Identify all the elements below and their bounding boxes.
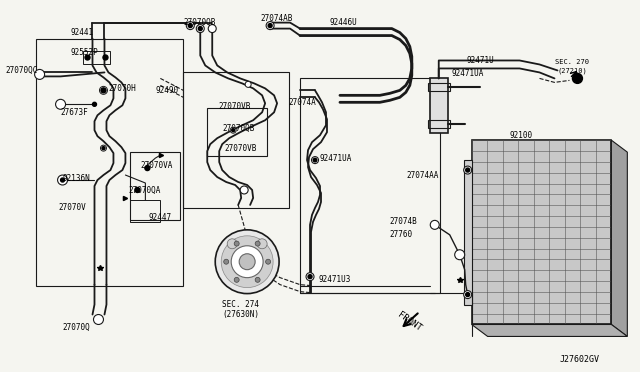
Text: (27210): (27210) [557,67,588,74]
Bar [83,51,111,64]
Circle shape [186,22,195,30]
Text: 27070QB: 27070QB [183,18,216,27]
Text: 27070QA: 27070QA [129,186,161,195]
Circle shape [255,278,260,282]
Text: 27070QB: 27070QB [222,124,255,133]
Text: 92490: 92490 [156,86,179,95]
Bar [472,140,611,324]
Circle shape [93,102,97,106]
Text: 92471U: 92471U [467,56,495,65]
Bar [428,83,450,92]
Text: 92100: 92100 [509,131,532,140]
Circle shape [234,241,239,246]
Circle shape [103,55,108,60]
Bar [183,73,289,208]
Circle shape [208,25,216,33]
Text: 27760: 27760 [390,230,413,239]
Circle shape [464,291,472,299]
Circle shape [572,73,582,83]
Circle shape [101,88,106,93]
Circle shape [56,99,65,109]
Circle shape [145,166,150,170]
Circle shape [99,86,108,94]
Bar [464,160,472,305]
Circle shape [85,55,90,60]
Polygon shape [611,140,627,336]
Text: 92441: 92441 [70,28,93,37]
Text: 27070VB: 27070VB [224,144,257,153]
Circle shape [268,23,272,28]
Text: 27070Q: 27070Q [63,323,90,332]
Circle shape [239,254,255,270]
Text: 92136N: 92136N [63,173,90,183]
Text: 92471UA: 92471UA [320,154,353,163]
Circle shape [240,186,248,194]
Circle shape [245,81,251,87]
Circle shape [100,145,106,151]
Text: 92471U3: 92471U3 [318,275,350,284]
Circle shape [464,166,472,174]
Circle shape [188,23,192,28]
Circle shape [196,25,204,33]
Circle shape [221,236,273,288]
Circle shape [102,147,105,150]
Text: 27070VA: 27070VA [140,161,173,170]
Text: 27070V: 27070V [59,203,86,212]
Text: 27070VB: 27070VB [218,102,251,111]
Bar [428,120,450,128]
Circle shape [312,157,319,164]
Circle shape [231,246,263,278]
Circle shape [230,127,236,133]
Circle shape [61,178,65,182]
Bar [300,78,440,293]
Circle shape [266,22,274,30]
Circle shape [454,250,465,260]
Circle shape [93,314,104,324]
Circle shape [227,239,237,249]
Circle shape [308,275,312,279]
Text: 27074AB: 27074AB [260,14,292,23]
Text: 92446U: 92446U [330,18,358,27]
Bar [36,39,183,286]
Circle shape [58,175,68,185]
Text: 92471UA: 92471UA [452,69,484,78]
Circle shape [466,293,470,296]
Bar [611,155,621,310]
Polygon shape [472,324,627,336]
Text: 27074AA: 27074AA [407,170,439,180]
Circle shape [257,239,267,249]
Circle shape [430,220,439,229]
Circle shape [198,26,202,31]
Circle shape [224,259,228,264]
Text: 27673F: 27673F [61,108,88,117]
Circle shape [135,187,140,192]
Text: 27074A: 27074A [288,98,316,107]
Text: 92552P: 92552P [70,48,99,57]
Text: SEC. 274: SEC. 274 [222,300,259,309]
Bar [131,200,161,222]
Circle shape [35,70,45,79]
Text: J27602GV: J27602GV [559,355,600,364]
Text: SEC. 270: SEC. 270 [556,60,589,65]
Text: (27630N): (27630N) [222,310,259,319]
Circle shape [232,129,235,132]
Circle shape [313,158,317,162]
Text: 27070H: 27070H [108,84,136,93]
Circle shape [306,273,314,280]
Circle shape [466,168,470,172]
Bar [207,108,267,156]
Bar [131,152,180,220]
Circle shape [255,241,260,246]
Circle shape [234,278,239,282]
Text: 27074B: 27074B [390,217,417,227]
Bar [430,78,448,133]
Text: 27070QC: 27070QC [6,66,38,75]
Circle shape [266,259,271,264]
Text: FRONT: FRONT [396,310,424,333]
Circle shape [215,230,279,294]
Text: 92447: 92447 [148,214,172,222]
